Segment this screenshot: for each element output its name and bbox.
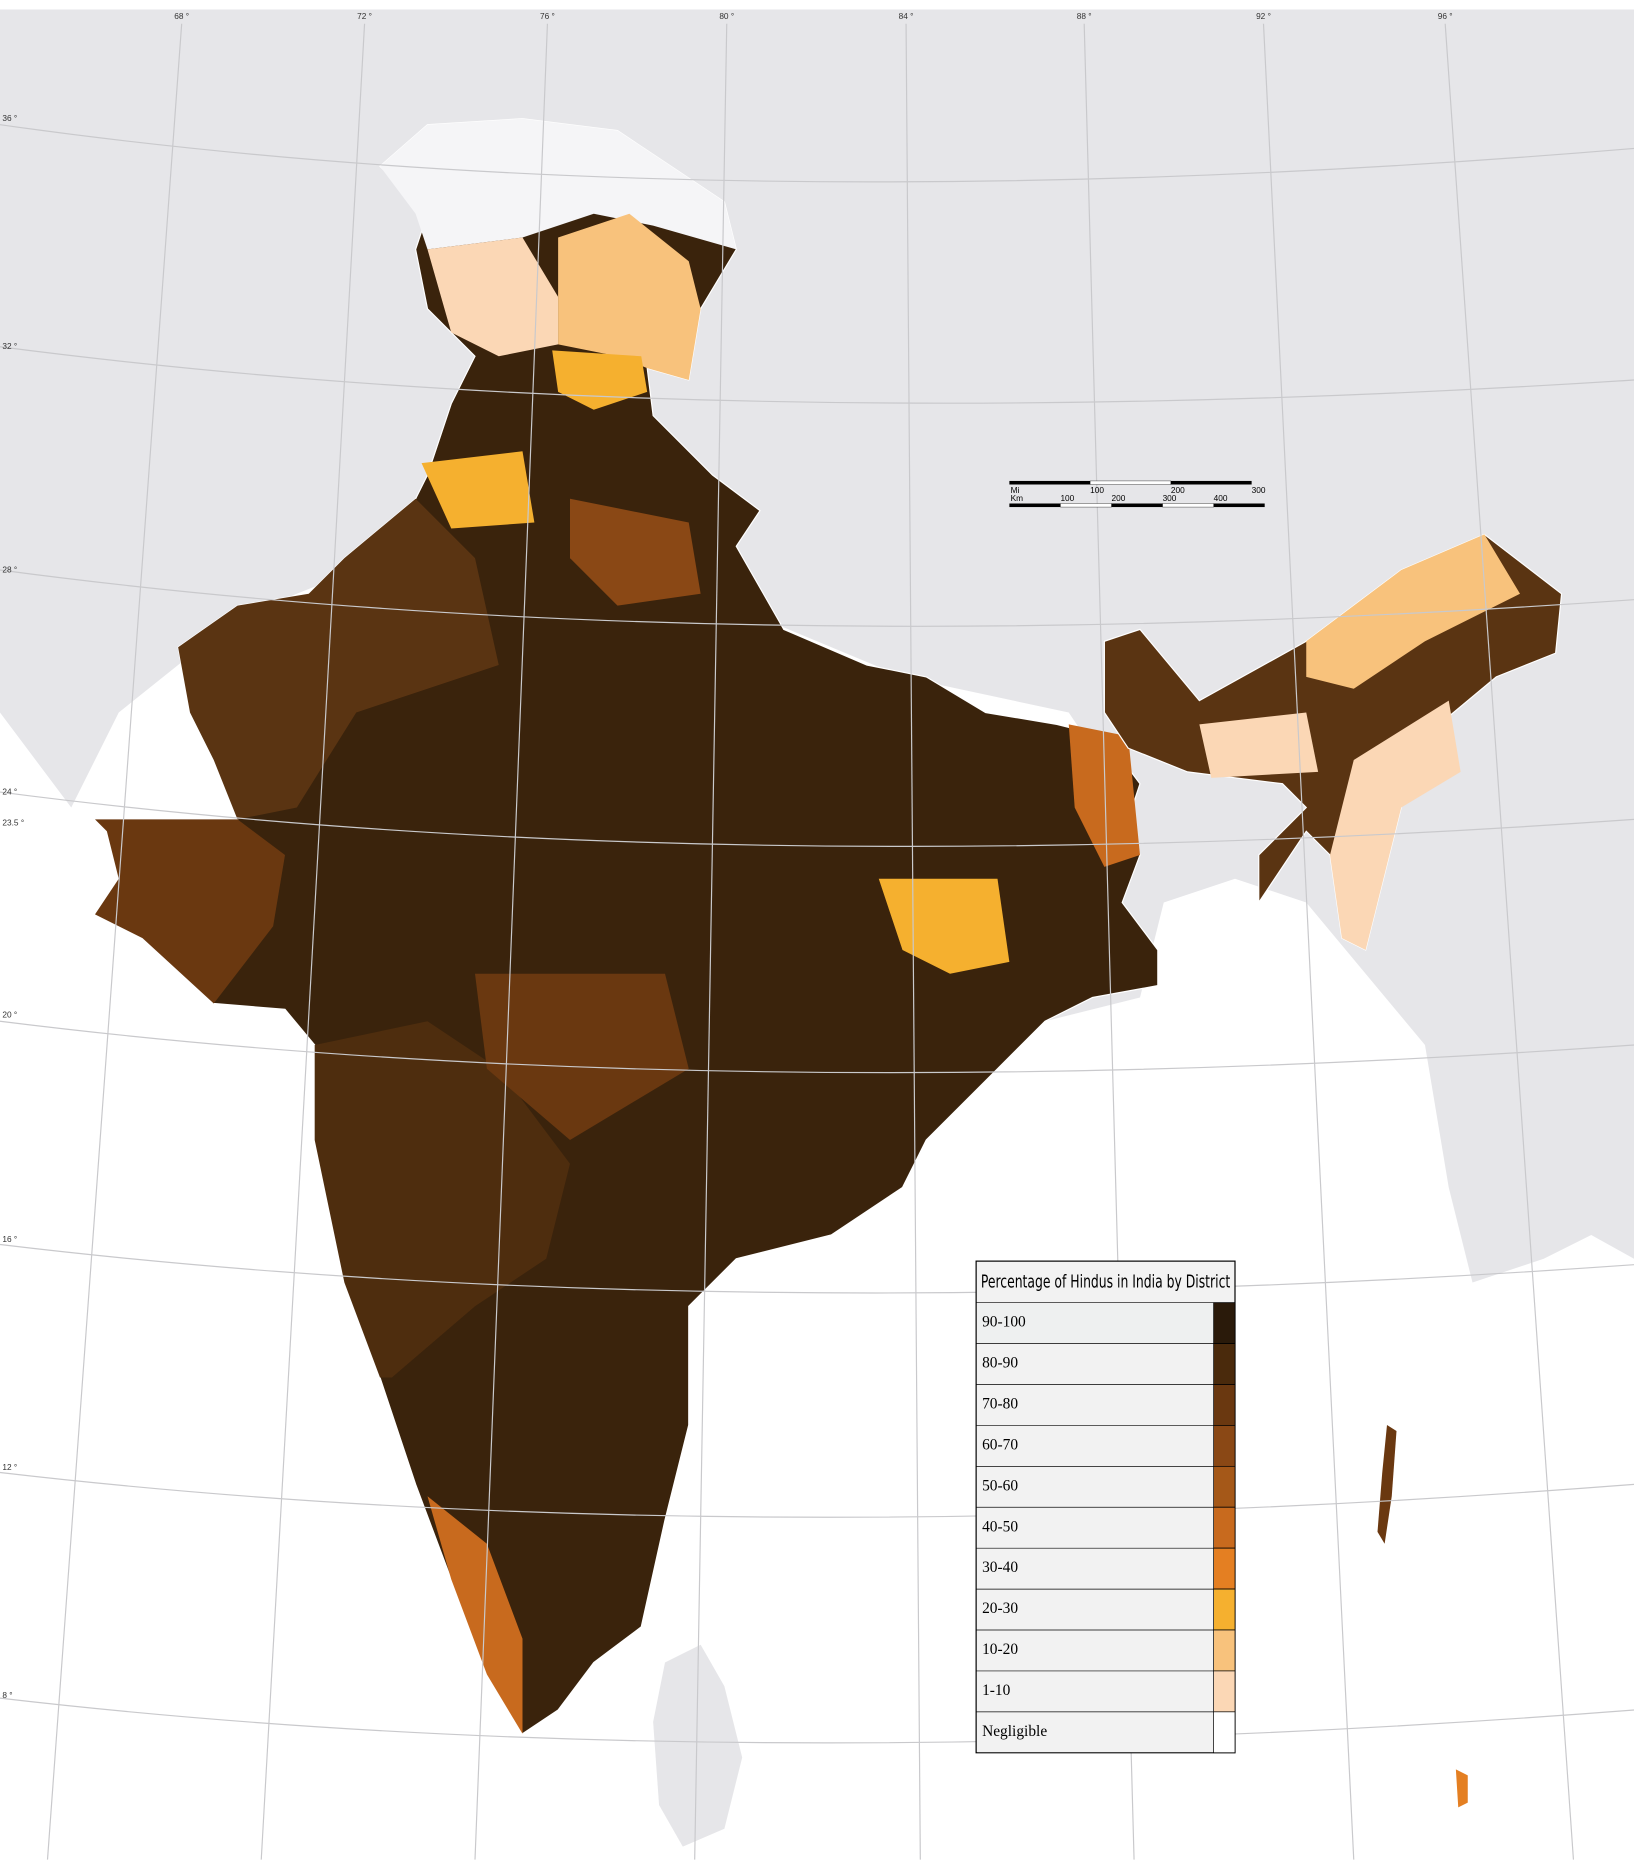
region-west: [178, 498, 499, 820]
longitude-label: 92 °: [1256, 11, 1271, 21]
legend-swatch: [1213, 1343, 1236, 1385]
legend-label: 20-30: [982, 1600, 1018, 1617]
legend-label: 70-80: [982, 1396, 1018, 1413]
longitude-labels: 68 ° 72 ° 76 ° 80 ° 84 ° 88 ° 92 ° 96 °: [174, 11, 1452, 21]
longitude-label: 76 °: [540, 11, 555, 21]
scale-unit: Mi: [1011, 485, 1020, 495]
legend-label: 10-20: [982, 1641, 1018, 1658]
legend-row: [977, 1548, 1214, 1589]
legend-row: [977, 1303, 1214, 1344]
legend-label: 90-100: [982, 1314, 1026, 1331]
islands-nicobar: [1455, 1769, 1468, 1808]
legend-swatch: [1213, 1547, 1236, 1590]
legend: Percentage of Hindus in India by Distric…: [975, 1260, 1236, 1754]
scale-bar: Mi 100 200 300 Km 100 200 300 400: [1009, 480, 1266, 508]
islands-andaman: [1377, 1425, 1397, 1544]
neighbouring-land: [0, 9, 1634, 1283]
scale-tick: 400: [1214, 493, 1228, 503]
region-negligible: [380, 118, 737, 250]
legend-row: [977, 1507, 1214, 1548]
legend-label: 30-40: [982, 1559, 1018, 1576]
legend-swatch: [1213, 1302, 1236, 1344]
region-punjab: [421, 451, 535, 529]
longitude-label: 68 °: [174, 11, 189, 21]
legend-row: [977, 1385, 1214, 1425]
latitude-label: 20 °: [2, 1010, 17, 1020]
legend-row: [977, 1589, 1214, 1630]
legend-label: 60-70: [982, 1436, 1018, 1453]
scale-tick: 300: [1252, 485, 1266, 495]
latitude-label: 16 °: [2, 1234, 17, 1244]
region-jharkhand: [878, 878, 1010, 974]
scale-tick: 100: [1090, 485, 1104, 495]
latitude-label: 24 °: [2, 786, 17, 796]
legend-label: 80-90: [982, 1355, 1018, 1372]
latitude-label: 8 °: [2, 1690, 12, 1700]
scale-tick: 300: [1163, 493, 1177, 503]
longitude-label: 96 °: [1438, 11, 1453, 21]
legend-swatch: [1213, 1506, 1236, 1549]
legend-swatch: [1213, 1629, 1236, 1672]
legend-label: 40-50: [982, 1518, 1018, 1535]
legend-row: [977, 1712, 1214, 1753]
latitude-label: 12 °: [2, 1462, 17, 1472]
legend-swatch: [1213, 1384, 1236, 1426]
scale-tick: 100: [1060, 493, 1074, 503]
region-centre: [475, 973, 689, 1140]
longitude-label: 72 °: [357, 11, 372, 21]
legend-swatch: [1213, 1425, 1236, 1467]
legend-row: [977, 1466, 1214, 1507]
region-up-west: [570, 498, 701, 606]
legend-label: Negligible: [982, 1723, 1047, 1740]
region-kashmir: [427, 237, 559, 357]
legend-row: [977, 1344, 1214, 1384]
legend-swatch: [1213, 1670, 1236, 1713]
longitude-label: 84 °: [899, 11, 914, 21]
graticule: [0, 23, 1634, 1860]
region-kerala: [427, 1496, 523, 1734]
region-bengal: [1068, 724, 1140, 867]
region-mizoram-nagaland: [1330, 700, 1461, 950]
latitude-label: 32 °: [2, 341, 17, 351]
region-south-west: [314, 1021, 570, 1378]
legend-row: [977, 1630, 1214, 1671]
region-arunachal: [1306, 534, 1520, 689]
scale-tick: 200: [1171, 485, 1185, 495]
region-meghalaya: [1199, 712, 1319, 778]
legend-label: 1-10: [982, 1682, 1011, 1699]
longitude-label: 88 °: [1077, 11, 1092, 21]
longitude-label: 80 °: [719, 11, 734, 21]
legend-title: Percentage of Hindus in India by Distric…: [981, 1272, 1230, 1293]
latitude-labels: 36 ° 32 ° 28 ° 24 ° 23.5 ° 20 ° 16 ° 12 ° 8 °: [2, 113, 24, 1700]
scale-unit: Km: [1011, 493, 1024, 503]
region-gujarat: [95, 819, 285, 1004]
latitude-label: 23.5 °: [2, 817, 24, 827]
scale-tick: 200: [1112, 493, 1126, 503]
legend-swatch: [1213, 1711, 1236, 1754]
legend-row: [977, 1671, 1214, 1712]
legend-swatch: [1213, 1588, 1236, 1631]
legend-label: 50-60: [982, 1477, 1018, 1494]
legend-row: [977, 1426, 1214, 1466]
latitude-label: 36 °: [2, 113, 17, 123]
legend-swatch: [1213, 1465, 1236, 1508]
latitude-label: 28 °: [2, 564, 17, 574]
sri-lanka: [653, 1644, 743, 1847]
region-ladakh: [558, 213, 701, 380]
